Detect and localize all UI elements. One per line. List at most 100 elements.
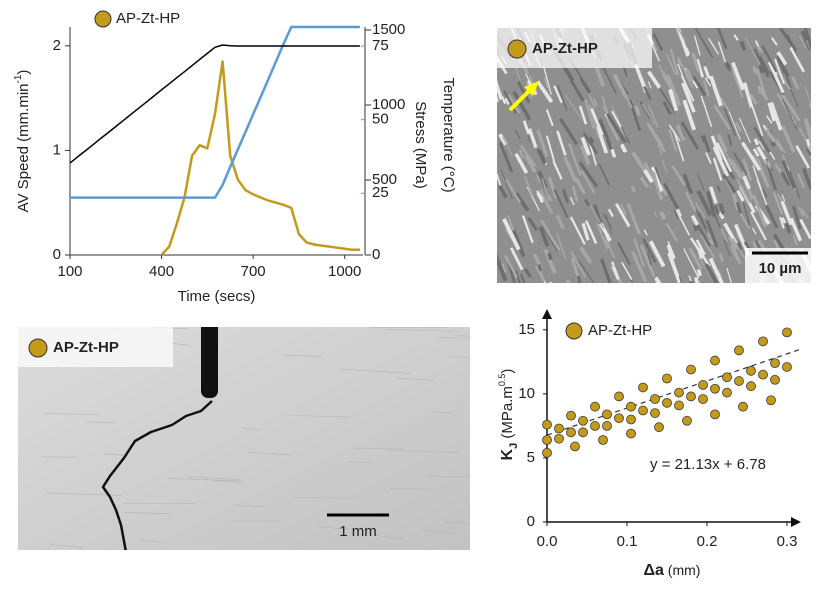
scatter-point	[598, 435, 608, 445]
surface-scratch	[422, 530, 458, 534]
micrograph-grain	[694, 202, 706, 219]
x-axis-arrow	[791, 517, 801, 527]
micrograph-grain	[714, 28, 728, 50]
micrograph-grain	[588, 93, 596, 109]
micrograph-grain	[504, 179, 522, 204]
micrograph-grain	[726, 267, 736, 283]
micrograph-grain	[767, 102, 777, 122]
micrograph-grain	[692, 75, 707, 97]
micrograph-grain	[704, 77, 712, 87]
micrograph-grain	[736, 241, 743, 251]
micrograph-grain	[588, 104, 600, 138]
y-tick-label: 0	[527, 513, 535, 530]
micrograph-grain	[519, 145, 537, 168]
micrograph-grain	[752, 66, 759, 75]
micrograph-grain	[761, 45, 778, 73]
x-axis-title-part: (mm)	[664, 562, 701, 578]
micrograph-grain	[553, 85, 563, 104]
surface-scratch	[352, 447, 405, 450]
micrograph-grain	[708, 38, 720, 55]
micrograph-grain	[696, 190, 713, 217]
legend-marker	[94, 10, 112, 28]
micrograph-grain	[514, 192, 530, 212]
micrograph-grain	[717, 41, 727, 63]
micrograph-grain	[752, 165, 764, 195]
micrograph-grain	[647, 253, 653, 266]
micrograph-grain	[535, 264, 546, 282]
micrograph-grain	[518, 149, 525, 159]
micrograph-grain	[708, 257, 726, 283]
micrograph-grain	[527, 216, 539, 232]
scatter-point	[602, 421, 612, 431]
micrograph-grain	[601, 95, 609, 117]
micrograph-grain	[803, 118, 811, 150]
scatter-point	[602, 409, 612, 420]
micrograph-grain	[502, 218, 521, 251]
micrograph-grain	[727, 134, 733, 146]
micrograph-grain	[545, 135, 556, 162]
micrograph-grain	[565, 279, 581, 283]
micrograph-grain	[742, 82, 754, 108]
scatter-point	[542, 447, 552, 458]
micrograph-grain	[739, 212, 751, 230]
micrograph-grain	[547, 195, 553, 202]
micrograph-grain	[720, 228, 728, 243]
y-tick-label: 15	[518, 321, 535, 338]
micrograph-grain	[578, 161, 599, 188]
micrograph-grain	[659, 211, 667, 221]
scale-label: 1 mm	[339, 523, 377, 540]
x-tick-label: 0.2	[697, 533, 718, 550]
micrograph-grain	[532, 253, 541, 266]
micrograph-grain	[516, 81, 531, 104]
scatter-point	[626, 428, 636, 439]
scatter-point	[614, 413, 624, 424]
scatter-point	[682, 415, 692, 426]
x-tick-label: 1000	[328, 263, 361, 280]
micrograph-grain	[668, 129, 678, 152]
micrograph-grain	[639, 244, 656, 277]
micrograph-grain	[668, 88, 679, 112]
micrograph-grain	[764, 158, 777, 191]
micrograph-grain	[693, 35, 701, 56]
micrograph-grain	[813, 269, 824, 288]
micrograph-grain	[788, 85, 799, 108]
micrograph-grain	[723, 107, 737, 137]
micrograph-grain	[723, 239, 731, 257]
y-axis-title-part: AV Speed (mm.min	[15, 83, 32, 212]
micrograph-grain	[507, 214, 515, 232]
micrograph-grain	[798, 35, 807, 48]
micrograph-grain	[582, 132, 599, 155]
micrograph-grain	[785, 223, 792, 234]
data-line	[69, 44, 360, 164]
legend-label: AP-Zt-HP	[588, 322, 652, 339]
micrograph-grain	[595, 67, 605, 87]
micrograph-grain	[735, 201, 742, 215]
scatter-point	[686, 391, 696, 402]
y-axis-title-part: (MPa.m	[499, 386, 516, 443]
scatter-point	[554, 433, 564, 444]
micrograph-grain	[752, 194, 767, 228]
micrograph-grain	[803, 39, 810, 51]
y-axis-title-part: J	[508, 443, 520, 449]
micrograph-grain	[675, 208, 691, 236]
micrograph-grain	[771, 37, 778, 46]
x-tick-label: 0.3	[777, 533, 798, 550]
micrograph-grain	[558, 117, 579, 146]
micrograph-grain	[702, 80, 710, 97]
micrograph-grain	[536, 148, 547, 165]
micrograph-grain	[692, 224, 699, 232]
micrograph-grain	[659, 88, 676, 113]
micrograph-grain	[758, 64, 765, 74]
data-line	[70, 25, 360, 199]
scatter-point	[710, 409, 720, 420]
micrograph-grain	[720, 285, 738, 312]
micrograph-grain	[669, 48, 680, 76]
micrograph-grain	[665, 222, 678, 242]
micrograph-grain	[620, 126, 630, 144]
micrograph-grain	[520, 273, 531, 283]
micrograph-grain	[570, 80, 585, 102]
micrograph-grain	[643, 169, 654, 184]
micrograph-grain	[776, 51, 788, 66]
micrograph-grain	[708, 238, 715, 246]
y-tick-label: 1	[53, 141, 61, 158]
